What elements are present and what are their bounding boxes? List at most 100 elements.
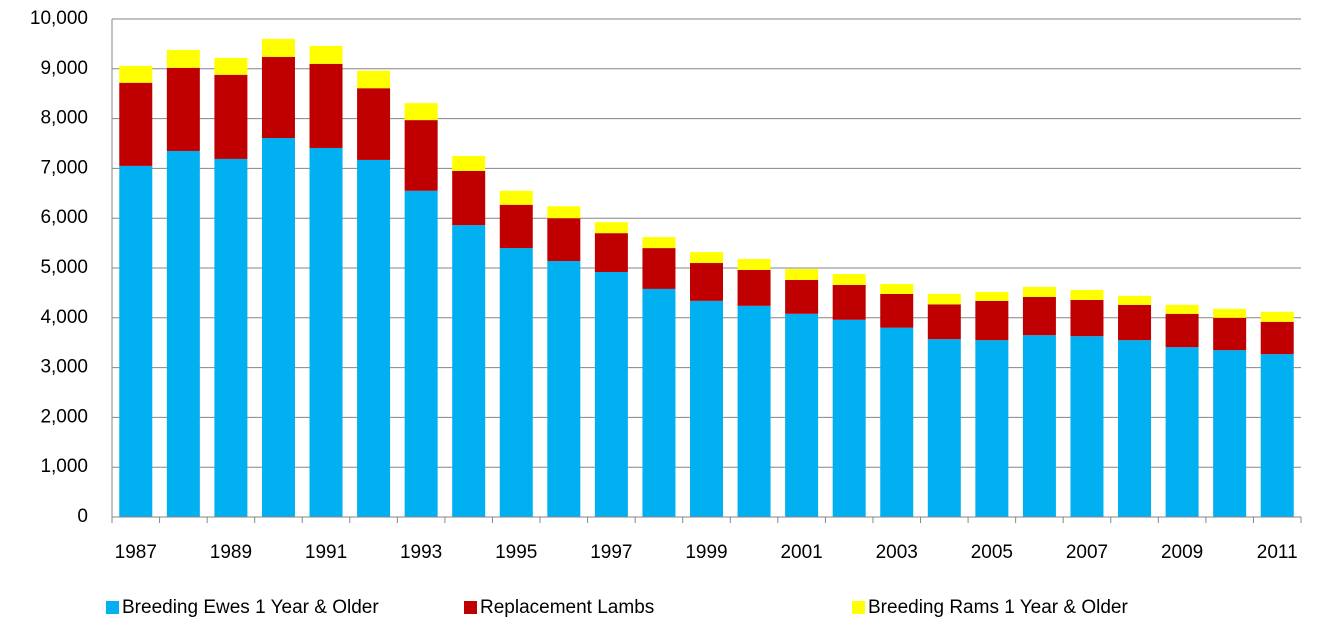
bar-segment bbox=[785, 279, 819, 314]
bar-segment bbox=[119, 65, 153, 83]
bar-segment bbox=[166, 67, 200, 151]
x-tick-label: 2005 bbox=[971, 542, 1013, 563]
bar-segment bbox=[119, 165, 153, 517]
bar-segment bbox=[119, 82, 153, 166]
bar-segment bbox=[832, 273, 866, 285]
bar-segment bbox=[1213, 317, 1247, 351]
bar-segment bbox=[832, 319, 866, 517]
x-tick-label: 2009 bbox=[1161, 542, 1203, 563]
bar-segment bbox=[1260, 321, 1294, 355]
bar-segment bbox=[309, 63, 343, 148]
bar-segment bbox=[404, 190, 438, 517]
bar-segment bbox=[975, 291, 1009, 301]
bar-segment bbox=[880, 327, 914, 517]
x-tick-label: 1989 bbox=[210, 542, 252, 563]
y-tick-label: 0 bbox=[77, 506, 88, 527]
bar-segment bbox=[975, 300, 1009, 341]
bar-segment bbox=[880, 293, 914, 328]
y-tick-label: 3,000 bbox=[40, 357, 88, 378]
bar-segment bbox=[594, 271, 628, 517]
bar-segment bbox=[1118, 340, 1152, 517]
bar-segment bbox=[1165, 304, 1199, 314]
bar-segment bbox=[594, 233, 628, 272]
x-tick-label: 1993 bbox=[400, 542, 442, 563]
bar-segment bbox=[499, 204, 533, 249]
bar-segment bbox=[357, 159, 391, 517]
bar-segment bbox=[261, 38, 295, 57]
bar-segment bbox=[1118, 304, 1152, 341]
x-tick-label: 2001 bbox=[780, 542, 822, 563]
bar-segment bbox=[547, 261, 581, 517]
bar-segment bbox=[594, 222, 628, 234]
bar-segment bbox=[214, 74, 248, 159]
bar-segment bbox=[452, 225, 486, 517]
legend-swatch bbox=[464, 601, 477, 614]
bar-segment bbox=[642, 237, 676, 249]
bar-segment bbox=[975, 340, 1009, 517]
x-tick-label: 1987 bbox=[115, 542, 157, 563]
y-tick-label: 7,000 bbox=[40, 157, 88, 178]
x-tick-label: 1991 bbox=[305, 542, 347, 563]
legend-label: Replacement Lambs bbox=[480, 597, 654, 618]
bar-segment bbox=[737, 305, 771, 517]
legend-label: Breeding Ewes 1 Year & Older bbox=[122, 597, 379, 618]
bar-segment bbox=[499, 190, 533, 205]
bar-segment bbox=[404, 103, 438, 121]
bar-segment bbox=[166, 150, 200, 517]
x-tick-label: 2003 bbox=[876, 542, 918, 563]
bar-segment bbox=[927, 339, 961, 517]
bar-segment bbox=[452, 155, 486, 171]
x-tick-label: 1999 bbox=[685, 542, 727, 563]
bar-segment bbox=[1260, 311, 1294, 322]
bar-segment bbox=[927, 304, 961, 340]
bar-segment bbox=[1070, 299, 1104, 337]
y-tick-label: 9,000 bbox=[40, 58, 88, 79]
bar-segment bbox=[452, 170, 486, 226]
bar-segment bbox=[1022, 286, 1056, 297]
bar-segment bbox=[690, 252, 723, 264]
bar-segment bbox=[1022, 335, 1056, 517]
bar-segment bbox=[1213, 308, 1247, 318]
y-tick-label: 2,000 bbox=[40, 406, 88, 427]
bar-segment bbox=[547, 218, 581, 262]
bar-segment bbox=[261, 138, 295, 517]
bar-segment bbox=[690, 263, 723, 301]
x-tick-label: 2011 bbox=[1257, 542, 1298, 563]
bar-segment bbox=[1070, 289, 1104, 300]
bar-segment bbox=[214, 158, 248, 518]
y-tick-label: 1,000 bbox=[40, 456, 88, 477]
bar-segment bbox=[309, 147, 343, 517]
legend-label: Breeding Rams 1 Year & Older bbox=[868, 597, 1128, 618]
bar-segment bbox=[404, 120, 438, 191]
y-tick-label: 5,000 bbox=[40, 257, 88, 278]
bar-segment bbox=[309, 45, 343, 64]
y-tick-label: 6,000 bbox=[40, 207, 88, 228]
bar-segment bbox=[357, 88, 391, 160]
legend-swatch bbox=[852, 601, 865, 614]
bar-segment bbox=[927, 293, 961, 305]
bar-segment bbox=[737, 269, 771, 306]
bar-segment bbox=[832, 284, 866, 320]
bar-segment bbox=[499, 248, 533, 517]
y-tick-label: 4,000 bbox=[40, 307, 88, 328]
bar-segment bbox=[547, 206, 581, 219]
bar-segment bbox=[1070, 336, 1104, 517]
bar-segment bbox=[785, 268, 819, 280]
bar-segment bbox=[642, 288, 676, 517]
bar-segment bbox=[785, 313, 819, 517]
bar-segment bbox=[1165, 313, 1199, 348]
bar-segment bbox=[642, 248, 676, 289]
bar-segment bbox=[357, 70, 391, 89]
bar-segment bbox=[1118, 295, 1152, 305]
y-tick-label: 8,000 bbox=[40, 108, 88, 129]
bar-segment bbox=[737, 259, 771, 270]
x-tick-label: 1995 bbox=[495, 542, 537, 563]
bar-segment bbox=[1260, 354, 1294, 517]
bar-segment bbox=[690, 300, 723, 517]
bar-segment bbox=[880, 283, 914, 294]
x-tick-label: 1997 bbox=[590, 542, 632, 563]
bar-segment bbox=[1022, 296, 1056, 336]
legend-swatch bbox=[106, 601, 119, 614]
x-tick-label: 2007 bbox=[1066, 542, 1108, 563]
